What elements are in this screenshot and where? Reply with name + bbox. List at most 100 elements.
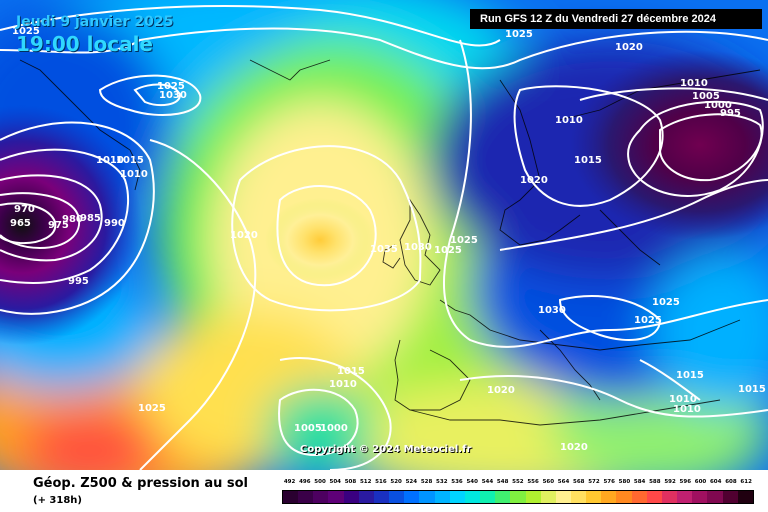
legend-swatch	[328, 491, 344, 503]
legend-tick: 612	[740, 479, 752, 485]
legend-tick: 584	[633, 479, 646, 485]
legend-tick: 556	[527, 479, 539, 485]
pressure-label: 985	[80, 213, 101, 224]
legend-tick: 504	[329, 479, 341, 485]
pressure-label: 1010	[329, 379, 357, 390]
legend-swatch	[389, 491, 405, 503]
legend-tick: 512	[359, 479, 372, 485]
pressure-label: 1015	[337, 366, 365, 377]
legend-swatch	[358, 491, 374, 503]
pressure-label: 1030	[404, 242, 432, 253]
legend-swatch	[555, 491, 571, 503]
legend-tick: 520	[390, 479, 402, 485]
legend-title: Géop. Z500 & pression au sol	[33, 476, 248, 491]
pressure-label: 1025	[138, 403, 166, 414]
legend-tick: 596	[679, 479, 692, 485]
pressure-label: 995	[68, 276, 89, 287]
legend-tick: 600	[694, 479, 707, 485]
pressure-label: 1015	[116, 155, 144, 166]
legend-swatch	[646, 491, 662, 503]
legend-tick: 572	[588, 479, 600, 485]
pressure-label: 1010	[669, 394, 697, 405]
pressure-label: 975	[48, 220, 69, 231]
legend-swatch	[525, 491, 541, 503]
legend-swatch	[495, 491, 511, 503]
legend-color-bar	[282, 490, 754, 504]
pressure-label: 1000	[320, 423, 348, 434]
pressure-label: 1025	[434, 245, 462, 256]
pressure-label: 1015	[676, 370, 704, 381]
legend-swatch	[449, 491, 465, 503]
pressure-label: 1020	[230, 230, 258, 241]
pressure-label: 1010	[555, 115, 583, 126]
forecast-date: Jeudi 9 janvier 2025	[16, 14, 174, 30]
legend-swatch	[677, 491, 693, 503]
model-run-info: Run GFS 12 Z du Vendredi 27 décembre 202…	[470, 9, 762, 29]
legend-swatch	[661, 491, 678, 503]
isobars	[0, 5, 768, 470]
legend-swatch	[722, 491, 738, 503]
pressure-label: 1025	[450, 235, 478, 246]
pressure-label: 1020	[560, 442, 588, 453]
legend-tick: 544	[481, 479, 494, 485]
legend-swatch	[510, 491, 526, 503]
pressure-label: 1015	[738, 384, 766, 395]
legend-tick: 548	[496, 479, 509, 485]
legend-tick: 540	[466, 479, 478, 485]
legend-swatch	[707, 491, 723, 503]
pressure-label: 1005	[294, 423, 322, 434]
pressure-label: 1030	[538, 305, 566, 316]
legend-tick: 568	[573, 479, 585, 485]
legend-tick: 588	[649, 479, 661, 485]
legend-swatch	[464, 491, 481, 503]
legend-swatch	[540, 491, 556, 503]
pressure-label: 1005	[692, 91, 720, 102]
pressure-label: 980	[62, 214, 83, 225]
pressure-label: 1000	[704, 100, 732, 111]
legend-tick: 576	[603, 479, 615, 485]
legend-swatch	[737, 491, 753, 503]
legend-tick: 532	[436, 479, 448, 485]
pressure-label: 970	[14, 204, 35, 215]
legend-tick: 560	[542, 479, 555, 485]
legend-tick: 508	[344, 479, 357, 485]
pressure-label: 990	[104, 218, 125, 229]
legend-tick: 580	[618, 479, 631, 485]
legend-tick: 528	[420, 479, 433, 485]
legend-tick: 592	[664, 479, 676, 485]
legend-swatch	[313, 491, 329, 503]
pressure-label: 1015	[574, 155, 602, 166]
weather-map: 1025 1025 1020 1010 1005 1000 995 1025 1…	[0, 0, 768, 470]
legend-tick-labels: 492 496 500 504 508 512 516 520 524 528 532 536 540 5…	[282, 479, 754, 489]
legend-swatch	[404, 491, 420, 503]
legend-swatch	[298, 491, 314, 503]
copyright-notice: Copyright © 2024 Meteociel.fr	[300, 444, 472, 455]
legend-tick: 604	[709, 479, 722, 485]
legend-swatch	[601, 491, 617, 503]
pressure-label: 1010	[120, 169, 148, 180]
pressure-label: 965	[10, 218, 31, 229]
legend-tick: 524	[405, 479, 418, 485]
legend-swatch	[616, 491, 632, 503]
pressure-label: 1025	[12, 26, 40, 37]
pressure-label: 1020	[520, 175, 548, 186]
legend-swatch	[434, 491, 450, 503]
pressure-label: 1020	[615, 42, 643, 53]
legend-tick: 564	[557, 479, 570, 485]
legend-tick: 516	[375, 479, 387, 485]
legend-swatch	[373, 491, 390, 503]
legend-swatch	[692, 491, 708, 503]
pressure-label: 1010	[673, 404, 701, 415]
pressure-label: 1025	[634, 315, 662, 326]
legend-swatch	[283, 491, 299, 503]
pressure-label: 995	[720, 108, 741, 119]
pressure-label: 1025	[157, 81, 185, 92]
pressure-label: 1010	[680, 78, 708, 89]
legend-swatch	[586, 491, 602, 503]
legend-panel: Géop. Z500 & pression au sol (+ 318h) 49…	[0, 470, 768, 512]
legend-lead-time: (+ 318h)	[33, 495, 82, 506]
legend-swatch	[343, 491, 359, 503]
legend-tick: 496	[299, 479, 311, 485]
legend-swatch	[631, 491, 647, 503]
pressure-label: 1035	[370, 244, 398, 255]
